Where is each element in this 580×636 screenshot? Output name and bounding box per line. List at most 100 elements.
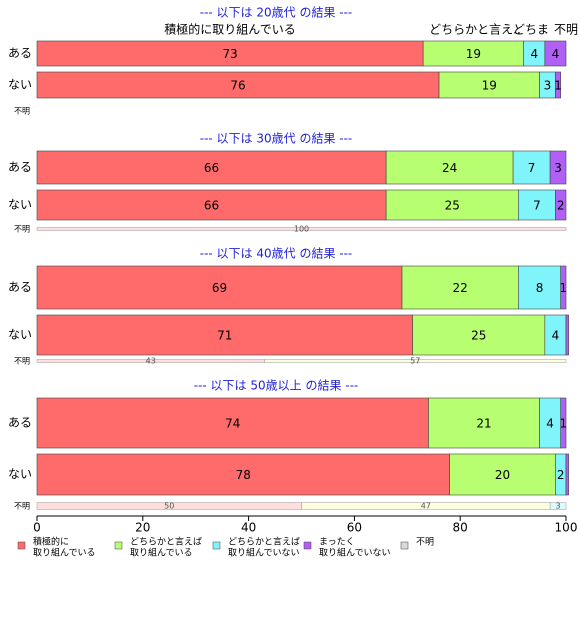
- x-tick-label-2: 40: [241, 521, 256, 535]
- unknown-label-3: 不明: [14, 357, 30, 366]
- legend-label-5-line1: 不明: [416, 537, 434, 548]
- bar-value-label-1-2-1: 76: [230, 79, 245, 93]
- legend-label-2-line2: 取り組んでいる: [130, 547, 193, 559]
- unknown-value-4-1: 50: [164, 502, 174, 511]
- bar-segment-2-1-2: [385, 150, 514, 185]
- bar-value-label-4-2-1: 78: [236, 468, 251, 482]
- bar-segment-3-2-4: [565, 314, 569, 356]
- x-tick-label-5: 100: [555, 521, 578, 535]
- bar-segment-2-2-2: [385, 189, 519, 221]
- x-tick-label-0: 0: [33, 521, 41, 535]
- row-label-1-2: ない: [8, 78, 32, 92]
- bar-value-label-2-2-2: 25: [445, 199, 460, 213]
- bar-value-label-1-1-3: 4: [530, 47, 538, 61]
- unknown-value-4-2: 47: [421, 502, 431, 511]
- bar-segment-2-1-4: [549, 150, 567, 185]
- unknown-value-2-1: 100: [294, 225, 309, 234]
- bar-segment-1-1-2: [422, 40, 524, 67]
- unknown-value-3-1: 43: [146, 357, 156, 366]
- bar-value-label-4-1-2: 21: [476, 417, 491, 431]
- bar-value-label-3-2-3: 4: [552, 329, 560, 343]
- legend-swatch-3: [212, 541, 221, 550]
- unknown-segment-3-2: [264, 359, 567, 363]
- bar-value-label-2-1-2: 24: [442, 161, 457, 175]
- row-label-1-1: ある: [8, 46, 32, 60]
- bar-segment-1-2-2: [438, 71, 540, 99]
- bar-value-label-2-2-1: 66: [204, 199, 219, 213]
- row-label-4-2: ない: [8, 467, 32, 481]
- legend-label-4-line1: まったく: [319, 537, 355, 548]
- bar-value-label-3-1-3: 8: [536, 281, 544, 295]
- bar-value-label-2-2-3: 7: [533, 199, 541, 213]
- bar-segment-2-2-1: [36, 189, 387, 221]
- bar-value-label-2-1-1: 66: [204, 161, 219, 175]
- x-tick-label-3: 60: [347, 521, 362, 535]
- bar-value-label-1-2-2: 19: [482, 79, 497, 93]
- legend-label-1-line1: 積極的に: [33, 536, 69, 548]
- row-label-3-2: ない: [8, 328, 32, 342]
- bar-value-label-1-1-2: 19: [466, 47, 481, 61]
- bar-value-label-3-1-1: 69: [212, 281, 227, 295]
- bar-segment-1-1-1: [36, 40, 424, 67]
- legend-swatch-4: [303, 541, 312, 550]
- legend-swatch-5: [400, 541, 409, 550]
- bar-segment-2-1-1: [36, 150, 387, 185]
- legend-swatch-2: [114, 541, 123, 550]
- legend-label-2-line1: どちらかと言えば: [130, 536, 202, 548]
- bar-value-label-3-1-2: 22: [453, 281, 468, 295]
- unknown-segment-2-1: [36, 227, 567, 231]
- bar-value-label-4-2-2: 20: [495, 468, 510, 482]
- unknown-value-3-2: 57: [410, 357, 420, 366]
- row-label-2-1: ある: [8, 160, 32, 174]
- bar-segment-1-1-4: [544, 40, 567, 67]
- unknown-label-4: 不明: [14, 502, 30, 511]
- bar-value-label-1-2-3: 3: [544, 79, 552, 93]
- bar-value-label-2-1-3: 7: [528, 161, 536, 175]
- panel-title-4: --- 以下は 50歳以上 の結果 ---: [194, 379, 359, 393]
- row-label-2-2: ない: [8, 198, 32, 212]
- unknown-label-2: 不明: [14, 225, 30, 234]
- bar-segment-3-2-2: [412, 314, 546, 356]
- bar-value-label-4-1-1: 74: [225, 417, 240, 431]
- header-label-3: どちま: [513, 23, 549, 37]
- bar-value-label-1-2-4: 1: [554, 79, 562, 93]
- legend-label-3-line1: どちらかと言えば: [228, 536, 300, 548]
- x-tick-label-1: 20: [135, 521, 150, 535]
- row-label-4-1: ある: [8, 416, 32, 430]
- bar-value-label-4-1-3: 4: [546, 417, 554, 431]
- bar-segment-4-1-2: [428, 397, 540, 449]
- bar-segment-2-1-3: [512, 150, 551, 185]
- bar-segment-1-2-4: [555, 71, 562, 99]
- header-label-4: 不明: [554, 23, 578, 37]
- legend-label-1-line2: 取り組んでいる: [33, 547, 96, 559]
- bar-value-label-1-1-4: 4: [552, 47, 560, 61]
- legend-label-3-line2: 取り組んでいない: [228, 547, 300, 559]
- bar-segment-4-2-2: [449, 453, 556, 496]
- bar-value-label-2-2-4: 2: [557, 199, 565, 213]
- bar-segment-4-2-4: [565, 453, 569, 496]
- bar-value-label-4-1-4: 1: [560, 417, 568, 431]
- bar-segment-3-1-4: [560, 265, 567, 310]
- header-label-2: どちらかと言え..: [429, 23, 521, 37]
- legend-swatch-1: [17, 541, 26, 550]
- bar-segment-3-2-1: [36, 314, 413, 356]
- bar-value-label-3-2-2: 25: [471, 329, 486, 343]
- unknown-value-4-3: 3: [556, 502, 561, 511]
- legend-label-4-line2: 取り組んでいない: [319, 547, 391, 559]
- bar-segment-2-2-4: [555, 189, 567, 221]
- header-label-1: 積極的に取り組んでいる: [164, 22, 295, 37]
- bar-value-label-1-1-1: 73: [222, 47, 237, 61]
- bar-value-label-2-1-4: 3: [554, 161, 562, 175]
- panel-title-3: --- 以下は 40歳代 の結果 ---: [200, 247, 353, 261]
- row-label-3-1: ある: [8, 280, 32, 294]
- x-tick-label-4: 80: [453, 521, 468, 535]
- bar-value-label-3-1-4: 1: [560, 281, 568, 295]
- unknown-segment-4-3: [549, 502, 567, 510]
- bar-segment-3-1-1: [36, 265, 403, 310]
- unknown-label-1: 不明: [14, 107, 30, 116]
- bar-value-label-4-2-3: 2: [557, 468, 565, 482]
- bar-segment-4-1-1: [36, 397, 429, 449]
- panel-title-2: --- 以下は 30歳代 の結果 ---: [200, 132, 353, 146]
- bar-segment-4-2-1: [36, 453, 450, 496]
